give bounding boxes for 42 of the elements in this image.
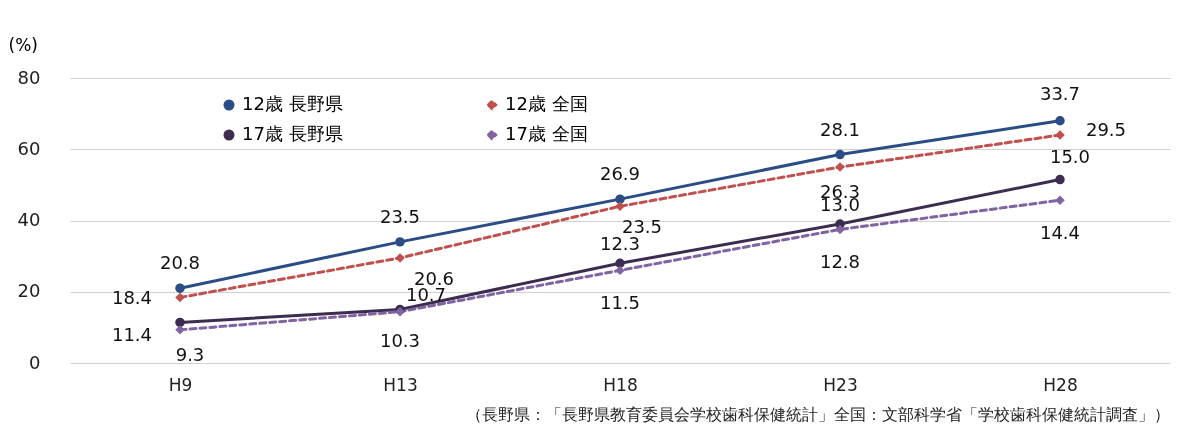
annotation: 26.9 — [599, 163, 641, 185]
x-tick-label: H18 — [603, 374, 638, 395]
point — [615, 194, 625, 204]
point — [615, 265, 625, 276]
y-tick-label: 60 — [17, 137, 41, 159]
x-tick-label: H9 — [168, 374, 193, 395]
y-tick-label: 80 — [17, 66, 41, 88]
point — [835, 224, 845, 235]
annotation: 33.7 — [1039, 82, 1081, 104]
annotation: 29.5 — [1085, 119, 1127, 140]
annotation: 12.8 — [819, 251, 861, 273]
legend-label: 12歳 長野県 — [242, 93, 343, 114]
y-tick-label: 0 — [29, 351, 41, 373]
legend-label: 17歳 長野県 — [242, 123, 343, 144]
point — [1055, 116, 1065, 126]
legend-label: 12歳 全国 — [505, 93, 588, 114]
point — [835, 149, 845, 160]
text: （長野県：「長野県教育委員会学校歯科保健統計」全国：文部科学省「学校歯科保健統計調査」） — [466, 405, 1170, 424]
annotation: 11.5 — [599, 292, 641, 314]
point — [395, 237, 405, 247]
x-tick-label: H13 — [383, 374, 418, 395]
annotation: 18.4 — [111, 287, 153, 309]
annotation: 14.4 — [1039, 222, 1081, 244]
annotation: 11.4 — [111, 324, 153, 346]
point — [175, 283, 185, 293]
x-tick-label: H28 — [1043, 374, 1078, 395]
point — [1055, 174, 1065, 185]
point — [175, 317, 185, 328]
y-tick-label: 20 — [17, 280, 41, 302]
annotation: 10.3 — [379, 329, 421, 351]
annotation: 15.0 — [1049, 145, 1091, 167]
annotation: 20.6 — [413, 267, 455, 289]
annotation: 23.5 — [379, 205, 421, 227]
y-tick-label: 40 — [17, 209, 41, 230]
annotation: 9.3 — [175, 343, 205, 365]
point — [615, 258, 625, 268]
y-axis-title: (%) — [8, 34, 38, 55]
annotation: 28.1 — [819, 118, 861, 140]
legend-label: 17歳 全国 — [505, 123, 588, 144]
point — [175, 292, 185, 303]
x-tick-label: H23 — [823, 374, 858, 395]
annotation: 20.8 — [159, 252, 201, 274]
